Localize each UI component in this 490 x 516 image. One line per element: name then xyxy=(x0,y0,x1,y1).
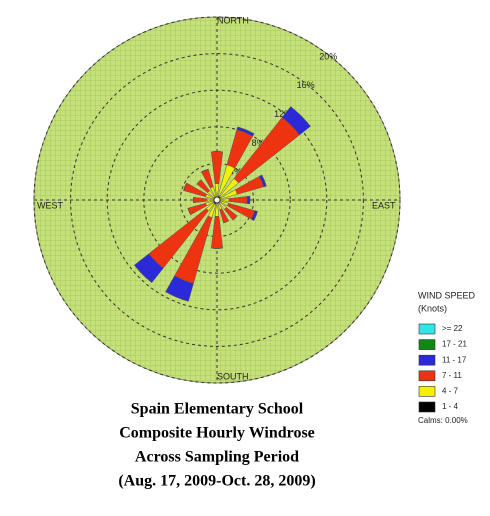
compass-label: SOUTH xyxy=(217,371,249,381)
compass-label: NORTH xyxy=(217,15,249,25)
petal-segment xyxy=(247,196,250,204)
ring-label: 16% xyxy=(297,80,315,90)
title-line: (Aug. 17, 2009-Oct. 28, 2009) xyxy=(118,473,315,490)
legend-swatch xyxy=(419,355,435,365)
title-line: Across Sampling Period xyxy=(135,449,299,466)
calms: Calms: 0.00% xyxy=(418,416,468,425)
legend-swatch xyxy=(419,402,435,412)
legend-swatch xyxy=(419,324,435,334)
legend-label: 1 - 4 xyxy=(442,402,459,411)
ring-label: 20% xyxy=(319,51,337,61)
legend-label: >= 22 xyxy=(442,324,463,333)
compass-label: EAST xyxy=(372,200,396,210)
legend-label: 4 - 7 xyxy=(442,387,459,396)
legend-label: 11 - 17 xyxy=(442,355,467,364)
title-line: Composite Hourly Windrose xyxy=(119,425,315,442)
legend-title: WIND SPEED xyxy=(418,290,476,300)
legend-swatch xyxy=(419,371,435,381)
legend-label: 17 - 21 xyxy=(442,340,467,349)
title-line: Spain Elementary School xyxy=(131,401,304,418)
compass-label: WEST xyxy=(37,200,64,210)
legend-title: (Knots) xyxy=(418,303,447,313)
legend-swatch xyxy=(419,340,435,350)
legend-swatch xyxy=(419,386,435,396)
legend-label: 7 - 11 xyxy=(442,371,462,380)
center-dot xyxy=(214,197,220,203)
